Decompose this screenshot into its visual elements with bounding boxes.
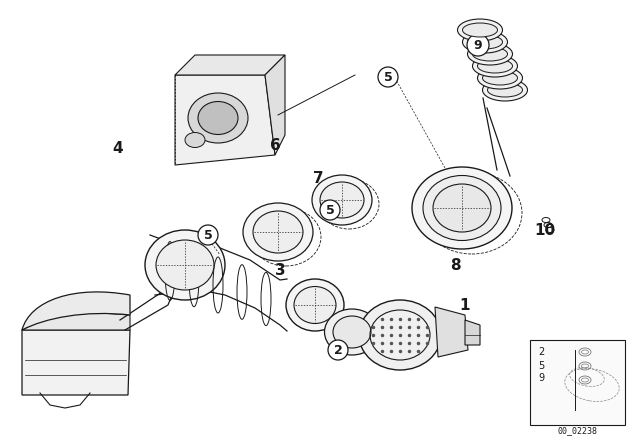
Ellipse shape [198,102,238,134]
Polygon shape [22,330,130,395]
Polygon shape [22,310,130,330]
Ellipse shape [467,43,513,65]
Text: 1: 1 [460,297,470,313]
Ellipse shape [477,67,522,89]
Circle shape [467,34,489,56]
Ellipse shape [477,59,513,73]
Ellipse shape [412,167,512,249]
Ellipse shape [243,203,313,261]
Text: 10: 10 [534,223,556,237]
Text: 6: 6 [269,138,280,152]
Ellipse shape [188,93,248,143]
Text: 00_02238: 00_02238 [557,426,597,435]
Polygon shape [175,55,285,75]
Polygon shape [175,75,275,165]
Bar [530,340,625,425]
Ellipse shape [423,176,501,241]
Ellipse shape [286,279,344,331]
Ellipse shape [253,211,303,253]
Text: 5: 5 [538,361,544,371]
Ellipse shape [483,79,527,101]
Circle shape [328,340,348,360]
Ellipse shape [324,309,380,355]
Ellipse shape [294,287,336,323]
Polygon shape [465,320,480,345]
Ellipse shape [463,31,508,53]
Ellipse shape [463,23,497,37]
Ellipse shape [458,19,502,41]
Ellipse shape [467,35,502,49]
Text: 3: 3 [275,263,285,277]
Circle shape [320,200,340,220]
Polygon shape [435,307,468,357]
Ellipse shape [312,175,372,225]
Ellipse shape [320,182,364,218]
Ellipse shape [488,83,522,97]
Ellipse shape [145,230,225,300]
Ellipse shape [156,240,214,290]
Text: 2: 2 [333,344,342,357]
Text: 5: 5 [326,203,334,216]
Text: 4: 4 [113,141,124,155]
Circle shape [378,67,398,87]
Polygon shape [265,55,285,155]
Text: 9: 9 [538,373,544,383]
Ellipse shape [333,316,371,348]
Text: 8: 8 [450,258,460,272]
Text: 9: 9 [474,39,483,52]
Text: 2: 2 [538,347,544,357]
PathPatch shape [22,292,130,330]
Ellipse shape [359,300,441,370]
Ellipse shape [483,71,518,85]
Ellipse shape [185,133,205,147]
Ellipse shape [472,47,508,61]
Circle shape [198,225,218,245]
Text: 5: 5 [204,228,212,241]
Text: 7: 7 [313,171,323,185]
Text: 5: 5 [383,70,392,83]
Ellipse shape [433,184,491,232]
Ellipse shape [472,55,518,77]
